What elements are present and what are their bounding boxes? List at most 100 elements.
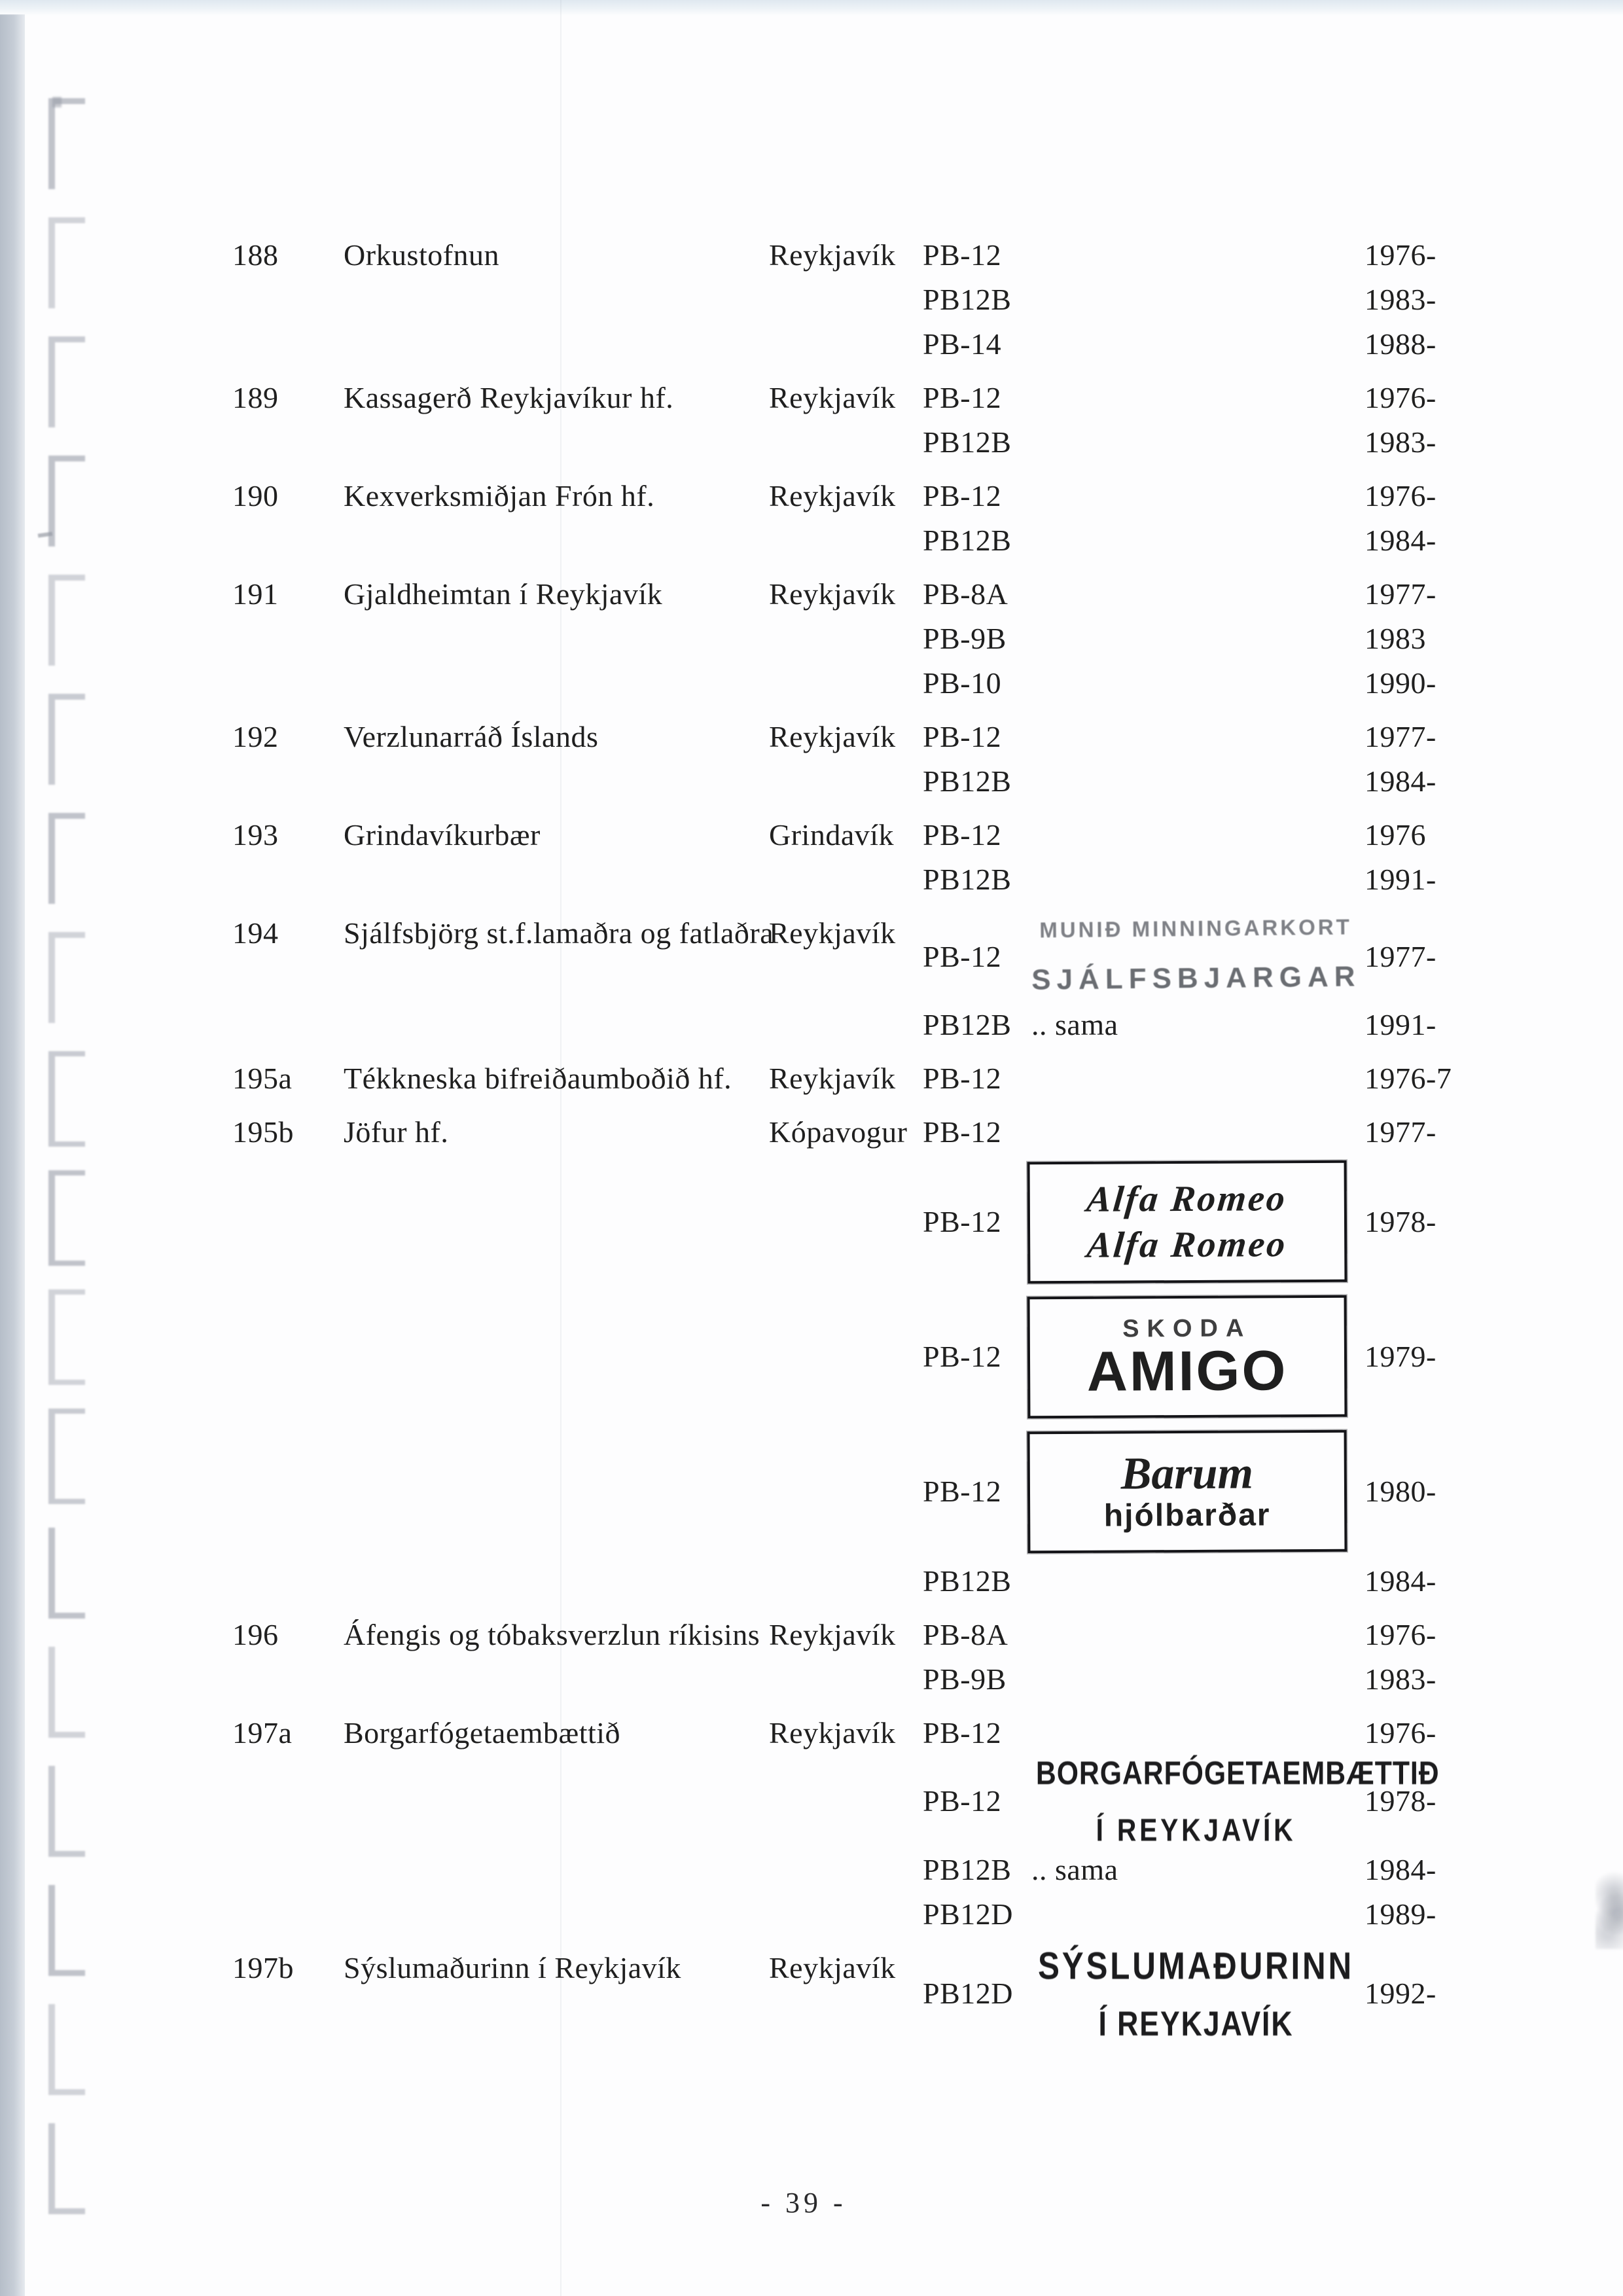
entry-name: Áfengis og tóbaksverzlun ríkisins <box>344 1618 760 1651</box>
year-range: 1976- <box>1364 238 1436 272</box>
year-range: 1980- <box>1364 1474 1436 1508</box>
stamp-imprint-box: Barum hjólbarðar <box>1027 1429 1347 1554</box>
binding-hole-mark <box>48 1766 85 1857</box>
scan-smudge <box>1596 1871 1623 1949</box>
registry-entry: 195b Jöfur hf. Kópavogur PB-12 1977- PB-12 Alf… <box>232 1110 1590 1604</box>
code-label: PB12B <box>923 283 1012 316</box>
binding-hole-mark <box>48 2004 85 2095</box>
binding-hole-mark <box>48 575 85 666</box>
entry-number: 189 <box>232 381 279 414</box>
year-range: 1977- <box>1364 1115 1436 1149</box>
year-range: 1989- <box>1364 1897 1436 1931</box>
code-label: PB-12 <box>923 1062 1002 1095</box>
year-range: 1976 <box>1364 818 1426 852</box>
year-range: 1983- <box>1364 1662 1436 1696</box>
entry-number: 191 <box>232 577 279 611</box>
stamp-line: hjólbarðar <box>1103 1498 1271 1534</box>
code-label: PB-12 <box>923 1339 1002 1373</box>
year-range: 1991- <box>1364 1008 1436 1041</box>
binding-hole-mark <box>48 1647 85 1738</box>
code-label: PB12B <box>923 863 1012 896</box>
entry-city: Reykjavík <box>769 577 896 611</box>
year-range: 1978- <box>1364 1204 1436 1238</box>
code-label: PB-12 <box>923 1115 1002 1149</box>
binding-hole-mark <box>48 456 85 547</box>
entry-name: Verzlunarráð Íslands <box>344 720 599 753</box>
code-label: PB-12 <box>923 1474 1002 1508</box>
entry-number: 197b <box>232 1951 294 1984</box>
code-label: PB12B <box>923 425 1012 459</box>
registry-entry: 197b Sýslumaðurinn í Reykjavík Reykjavík PB… <box>232 1945 1590 2043</box>
year-range: 1984- <box>1364 764 1436 798</box>
same-stamp-note: .. sama <box>1031 1008 1118 1041</box>
binding-hole-mark <box>48 1289 85 1385</box>
entry-name: Kexverksmiðjan Frón hf. <box>344 479 655 512</box>
code-label: PB-10 <box>923 666 1002 700</box>
year-range: 1984- <box>1364 524 1436 557</box>
stamp-line: Í REYKJAVÍK <box>1096 1812 1296 1848</box>
stamp-line: MUNIÐ MINNINGARKORT <box>1039 914 1352 942</box>
registry-entry: 189 Kassagerð Reykjavíkur hf. Reykjavík PB-… <box>232 376 1590 465</box>
code-label: PB-12 <box>923 720 1002 753</box>
year-range: 1992- <box>1364 1977 1436 2011</box>
year-range: 1984- <box>1364 1853 1436 1886</box>
entry-city: Reykjavík <box>769 381 896 414</box>
stamp-imprint-box: SKODA AMIGO <box>1027 1295 1347 1419</box>
entry-number: 193 <box>232 818 279 852</box>
stamp-cell: MUNIÐ MINNINGARKORT SJÁLFSBJARGAR <box>1027 911 1364 1003</box>
registry-entry: 190 Kexverksmiðjan Frón hf. Reykjavík PB-12… <box>232 474 1590 563</box>
stamp-line: Barum <box>1120 1448 1254 1499</box>
entry-name: Jöfur hf. <box>344 1115 449 1149</box>
year-range: 1991- <box>1364 863 1436 896</box>
registry-entry: 193 Grindavíkurbær Grindavík PB-12 1976 PB12B… <box>232 813 1590 902</box>
stamp-line: SJÁLFSBJARGAR <box>1031 960 1361 996</box>
stamp-cell: SÝSLUMAÐURINN Í REYKJAVÍK <box>1027 1945 1364 2043</box>
scan-top-edge <box>0 0 1623 16</box>
entry-number: 190 <box>232 479 279 512</box>
same-stamp-note: .. sama <box>1031 1853 1118 1886</box>
registry-entry: 195a Tékkneska bifreiðaumboðið hf. Reykjav… <box>232 1056 1590 1101</box>
year-range: 1983- <box>1364 425 1436 459</box>
year-range: 1976- <box>1364 1716 1436 1749</box>
scan-left-edge <box>0 14 25 2296</box>
code-label: PB12B <box>923 1008 1012 1041</box>
stamp-line: SKODA <box>1122 1314 1252 1343</box>
entry-city: Grindavík <box>769 818 895 852</box>
binding-hole-mark <box>48 217 85 308</box>
binding-hole-mark <box>48 2123 85 2214</box>
year-range: 1976- <box>1364 479 1436 512</box>
entry-city: Reykjavík <box>769 1062 896 1095</box>
binding-hole-mark <box>48 336 85 427</box>
entry-number: 197a <box>232 1716 293 1749</box>
stamp-line: Alfa Romeo <box>1085 1178 1289 1220</box>
entry-city: Kópavogur <box>769 1115 908 1149</box>
binding-hole-mark <box>48 1528 85 1619</box>
entry-name: Grindavíkurbær <box>344 818 541 852</box>
binding-hole-mark <box>48 1170 85 1266</box>
code-label: PB-9B <box>923 622 1007 655</box>
scan-seam-line <box>560 0 562 2296</box>
binding-hole-mark <box>48 932 85 1023</box>
code-label: PB-12 <box>923 238 1002 272</box>
registry-entry: 192 Verzlunarráð Íslands Reykjavík PB-12 197… <box>232 715 1590 804</box>
entry-number: 194 <box>232 916 279 950</box>
registry-entry: 188 Orkustofnun Reykjavík PB-12 1976- PB12B 19… <box>232 233 1590 367</box>
year-range: 1976- <box>1364 381 1436 414</box>
entry-name: Sýslumaðurinn í Reykjavík <box>344 1951 681 1984</box>
stamp-imprint: MUNIÐ MINNINGARKORT SJÁLFSBJARGAR <box>1027 909 1364 1004</box>
entry-name: Orkustofnun <box>344 238 500 272</box>
binding-hole-mark <box>48 694 85 785</box>
year-range: 1976- <box>1364 1618 1436 1651</box>
stamp-cell: Barum hjólbarðar <box>1027 1424 1364 1559</box>
stamp-line: SÝSLUMAÐURINN <box>1037 1945 1355 1988</box>
code-label: PB-8A <box>923 1618 1008 1651</box>
year-range: 1978- <box>1364 1784 1436 1818</box>
binding-hole-mark <box>48 98 85 189</box>
code-label: PB12D <box>923 1977 1013 2011</box>
page-number: - 39 - <box>760 2187 847 2219</box>
code-label: PB-12 <box>923 1784 1002 1818</box>
entry-number: 196 <box>232 1618 279 1651</box>
code-label: PB-8A <box>923 577 1008 611</box>
registry-table: 188 Orkustofnun Reykjavík PB-12 1976- PB12B 19… <box>232 233 1590 2051</box>
